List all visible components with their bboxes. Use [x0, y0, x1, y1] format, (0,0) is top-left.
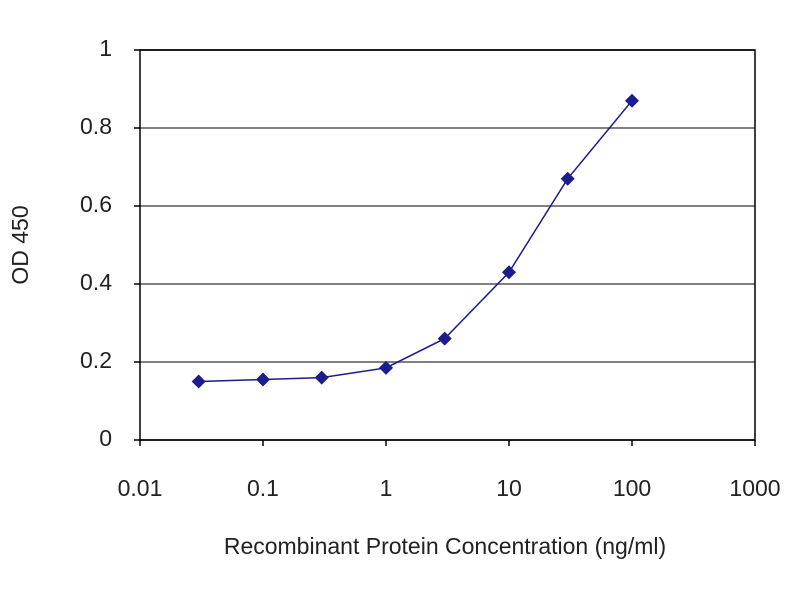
data-line	[198, 100, 633, 383]
x-axis-label: Recombinant Protein Concentration (ng/ml…	[224, 533, 666, 559]
data-point	[437, 331, 452, 346]
plot-frame	[139, 49, 756, 441]
y-tick-label: 0.6	[80, 191, 112, 217]
y-tick-label: 1	[99, 35, 112, 61]
x-tick-label: 100	[613, 475, 651, 501]
data-point	[191, 374, 206, 389]
x-tick-label: 10	[496, 475, 522, 501]
x-tick-label: 1	[380, 475, 393, 501]
data-point	[502, 265, 516, 280]
x-tick-label: 1000	[729, 475, 780, 501]
x-tick-label: 0.1	[247, 475, 279, 501]
y-axis-label: OD 450	[7, 205, 33, 284]
y-tick-label: 0	[99, 425, 112, 451]
data-point	[314, 370, 329, 385]
y-tick-label: 0.8	[80, 113, 112, 139]
data-point	[379, 360, 393, 375]
y-tick-label: 0.2	[80, 347, 112, 373]
y-tick-label: 0.4	[80, 269, 112, 295]
x-tick-label: 0.01	[118, 475, 163, 501]
data-point	[256, 372, 270, 387]
data-point	[560, 171, 575, 186]
data-point	[625, 93, 639, 108]
